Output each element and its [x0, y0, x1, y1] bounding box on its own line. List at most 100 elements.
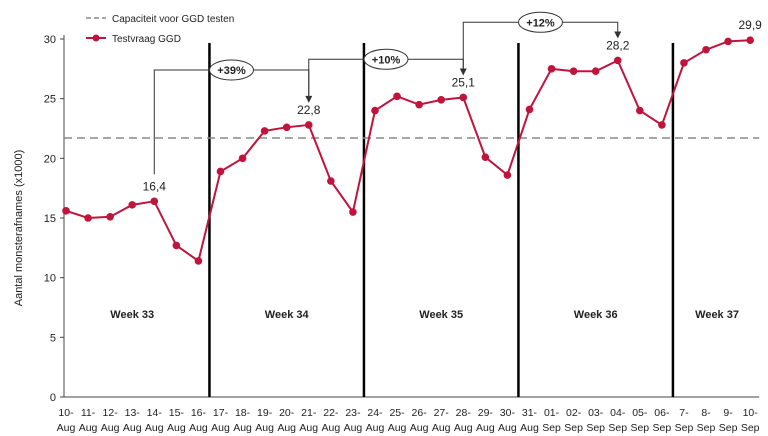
x-tick-label-top: 10- — [743, 407, 759, 419]
x-tick-label-bottom: Sep — [697, 422, 716, 434]
legend-capacity-label: Capaciteit voor GGD testen — [112, 14, 234, 25]
week-label: Week 34 — [265, 309, 310, 321]
annotation-percent: +39% — [217, 65, 246, 77]
data-point — [62, 207, 70, 215]
x-tick-label-top: 8- — [701, 407, 711, 419]
x-tick-label-bottom: Aug — [454, 422, 473, 434]
x-tick-label-top: 06- — [654, 407, 670, 419]
y-axis-label: Aantal monsterafnames (x1000) — [13, 150, 25, 307]
y-tick-label: 5 — [50, 332, 56, 344]
x-tick-label-top: 30- — [500, 407, 516, 419]
x-tick-label-bottom: Aug — [79, 422, 98, 434]
data-point — [239, 155, 247, 163]
data-point — [482, 153, 490, 161]
x-ticks: 10- Aug 11- Aug 12- Aug 13- Aug 14- Aug 15- Aug 16- A… — [57, 407, 760, 434]
data-point — [128, 201, 136, 209]
data-point — [393, 92, 401, 100]
data-point — [106, 213, 114, 221]
x-tick-label-top: 24- — [367, 407, 383, 419]
x-tick-label-bottom: Aug — [277, 422, 296, 434]
x-tick-label-top: 11- — [81, 407, 96, 419]
data-value-label: 22,8 — [297, 103, 321, 117]
x-tick-label-top: 17- — [213, 407, 229, 419]
testvraag-series-line — [66, 40, 750, 261]
x-tick-label-top: 7- — [679, 407, 689, 419]
data-value-label: 28,2 — [606, 38, 630, 52]
data-point — [459, 94, 467, 102]
x-tick-label-bottom: Aug — [498, 422, 517, 434]
data-point — [217, 168, 225, 176]
x-tick-label-bottom: Aug — [388, 422, 407, 434]
x-tick-label-top: 25- — [389, 407, 405, 419]
x-tick-label-top: 14- — [147, 407, 163, 419]
x-tick-label-bottom: Aug — [344, 422, 363, 434]
x-tick-label-top: 27- — [434, 407, 450, 419]
week-label: Week 33 — [110, 309, 154, 321]
x-tick-label-bottom: Aug — [299, 422, 318, 434]
y-tick-label: 10 — [44, 273, 56, 285]
data-point — [327, 177, 335, 185]
data-point — [746, 36, 754, 44]
legend-demand-marker — [93, 35, 100, 42]
x-tick-label-bottom: Sep — [586, 422, 605, 434]
annotation-percent: +10% — [372, 54, 401, 66]
x-tick-label-bottom: Aug — [101, 422, 120, 434]
data-point — [283, 124, 291, 132]
x-tick-label-bottom: Aug — [233, 422, 252, 434]
y-tick-label: 20 — [44, 153, 56, 165]
x-tick-label-top: 18- — [235, 407, 251, 419]
x-tick-label-top: 26- — [412, 407, 428, 419]
legend: Capaciteit voor GGD testen Testvraag GGD — [86, 14, 234, 45]
x-tick-label-bottom: Aug — [366, 422, 385, 434]
y-tick-label: 0 — [50, 392, 56, 404]
data-point — [84, 214, 92, 222]
x-tick-label-bottom: Aug — [432, 422, 451, 434]
x-tick-label-bottom: Sep — [719, 422, 738, 434]
x-tick-label-bottom: Aug — [123, 422, 142, 434]
x-tick-label-bottom: Sep — [630, 422, 649, 434]
annotation-percent: +12% — [526, 17, 555, 29]
annotation-arrowhead — [614, 31, 621, 38]
week-label: Week 36 — [574, 309, 618, 321]
x-tick-label-bottom: Aug — [167, 422, 186, 434]
week-label: Week 35 — [419, 309, 463, 321]
x-tick-label-top: 21- — [301, 407, 317, 419]
data-point — [349, 208, 357, 216]
x-tick-label-top: 15- — [169, 407, 185, 419]
x-tick-label-bottom: Aug — [410, 422, 429, 434]
x-tick-label-top: 19- — [257, 407, 273, 419]
data-point — [592, 67, 600, 75]
x-tick-label-top: 20- — [279, 407, 295, 419]
x-tick-label-bottom: Aug — [57, 422, 76, 434]
data-point — [173, 242, 181, 250]
x-tick-label-top: 12- — [103, 407, 119, 419]
annotation-bracket — [154, 70, 308, 174]
y-ticks: 0 5 10 15 20 25 30 — [44, 34, 64, 404]
data-value-label: 25,1 — [452, 75, 476, 89]
x-tick-label-top: 10- — [58, 407, 74, 419]
x-tick-label-bottom: Aug — [321, 422, 340, 434]
x-tick-label-bottom: Sep — [675, 422, 694, 434]
x-tick-label-bottom: Aug — [189, 422, 208, 434]
data-point — [614, 57, 622, 65]
week-label: Week 37 — [695, 309, 739, 321]
data-point — [548, 65, 556, 73]
series-group — [62, 36, 754, 264]
x-tick-label-top: 05- — [632, 407, 648, 419]
x-tick-label-top: 31- — [522, 407, 538, 419]
x-tick-label-top: 04- — [610, 407, 626, 419]
x-tick-label-top: 22- — [323, 407, 339, 419]
y-tick-label: 25 — [44, 94, 56, 106]
y-tick-label: 15 — [44, 213, 56, 225]
data-point — [195, 257, 203, 265]
legend-demand-label: Testvraag GGD — [112, 34, 181, 45]
x-tick-label-bottom: Aug — [476, 422, 495, 434]
data-point — [415, 101, 423, 109]
data-point — [261, 127, 269, 135]
x-tick-label-bottom: Sep — [542, 422, 561, 434]
x-tick-label-top: 01- — [544, 407, 560, 419]
x-tick-label-top: 23- — [345, 407, 361, 419]
y-tick-label: 30 — [44, 34, 56, 46]
data-value-label: 16,4 — [143, 179, 167, 193]
